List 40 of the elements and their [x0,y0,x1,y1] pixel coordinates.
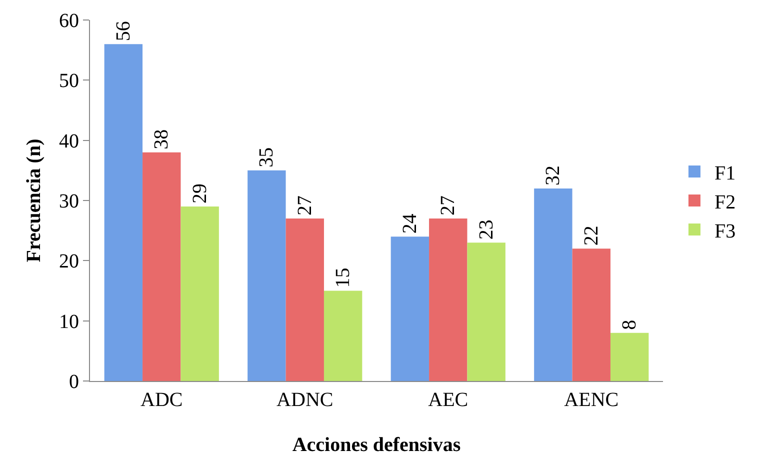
data-label: 8 [618,320,641,330]
bar [467,242,506,381]
y-tick-label: 50 [59,70,79,92]
data-label: 22 [580,226,602,246]
data-label: 23 [475,220,498,240]
data-label: 56 [112,21,134,42]
legend-label: F2 [714,191,736,214]
data-label: 38 [150,129,173,150]
bar [286,218,324,381]
bar [429,218,468,381]
bar [572,248,610,381]
data-label: 32 [542,165,564,186]
x-axis-title: Acciones defensivas [292,434,461,456]
bar [104,44,143,381]
x-tick-label: ADC [140,389,183,411]
y-tick-label: 20 [59,250,79,273]
legend-label: F1 [714,162,736,184]
bar [180,206,219,381]
bar [248,170,286,381]
y-tick-label: 0 [69,371,79,393]
bar [324,290,362,381]
y-tick-label: 30 [59,190,79,212]
x-tick-label: AEC [428,389,468,411]
legend-label: F3 [714,220,736,242]
y-tick-label: 60 [59,10,79,32]
x-tick-label: AENC [564,389,619,411]
data-label: 35 [256,147,278,168]
data-label: 29 [188,184,211,204]
bar [610,332,649,381]
y-axis-title: Frecuencia (n) [23,138,45,262]
bar [534,188,572,381]
data-label: 15 [332,268,354,288]
bar [390,236,430,381]
y-tick-label: 10 [59,310,79,333]
data-label: 27 [294,196,316,216]
x-tick-label: ADNC [276,389,334,411]
data-label: 24 [398,214,421,234]
y-tick-label: 40 [59,130,79,152]
bar [142,152,181,381]
data-label: 27 [437,196,460,216]
